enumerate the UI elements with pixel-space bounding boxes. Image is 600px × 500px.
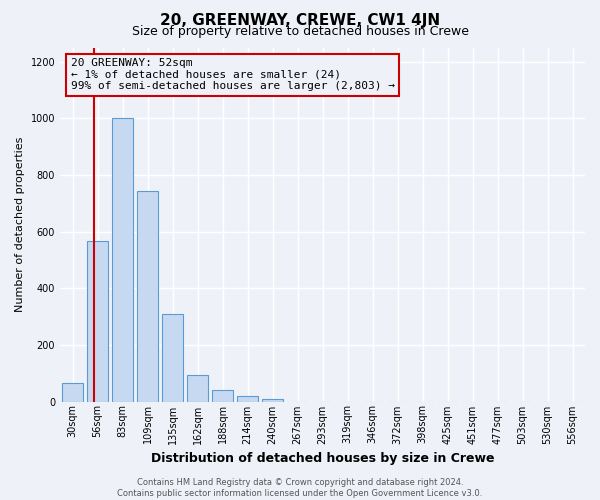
Bar <box>62 383 83 402</box>
Text: 20 GREENWAY: 52sqm
← 1% of detached houses are smaller (24)
99% of semi-detached: 20 GREENWAY: 52sqm ← 1% of detached hous… <box>71 58 395 92</box>
Bar <box>162 314 183 402</box>
Bar <box>187 374 208 402</box>
Y-axis label: Number of detached properties: Number of detached properties <box>15 137 25 312</box>
Text: Size of property relative to detached houses in Crewe: Size of property relative to detached ho… <box>131 25 469 38</box>
Bar <box>262 398 283 402</box>
Bar <box>137 190 158 402</box>
Text: 20, GREENWAY, CREWE, CW1 4JN: 20, GREENWAY, CREWE, CW1 4JN <box>160 12 440 28</box>
Text: Contains HM Land Registry data © Crown copyright and database right 2024.
Contai: Contains HM Land Registry data © Crown c… <box>118 478 482 498</box>
X-axis label: Distribution of detached houses by size in Crewe: Distribution of detached houses by size … <box>151 452 494 465</box>
Bar <box>237 396 258 402</box>
Bar <box>87 242 108 402</box>
Bar <box>212 390 233 402</box>
Bar <box>112 118 133 402</box>
